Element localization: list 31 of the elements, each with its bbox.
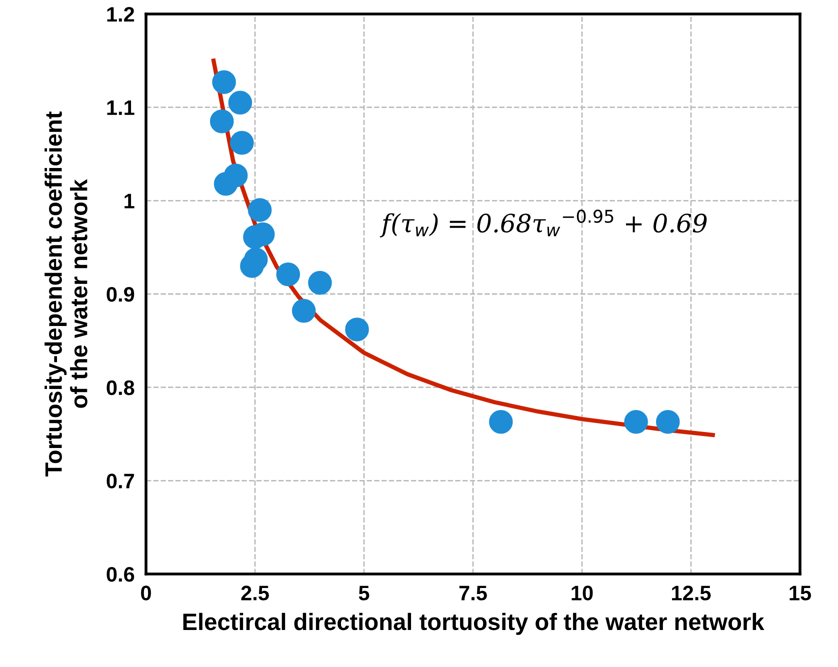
point xyxy=(292,298,316,323)
point xyxy=(228,90,252,115)
y-tick-label: 0.9 xyxy=(106,287,134,302)
x-tick-label: 5 xyxy=(358,586,370,600)
point xyxy=(230,130,254,155)
point xyxy=(276,262,300,286)
point xyxy=(308,270,332,295)
x-tick-label: 7.5 xyxy=(459,586,487,600)
y-tick-label: 0.6 xyxy=(106,567,134,582)
point xyxy=(210,109,234,134)
point xyxy=(212,70,236,94)
point xyxy=(248,198,272,222)
annotation: f(τ$_{w}$) = 0.68τ$_{w}$$^{−0.95}$ + 0.69 xyxy=(380,210,707,238)
x-axis-title: Electircal directional tortuosity of the water network xyxy=(183,612,764,635)
point xyxy=(624,410,648,434)
x-tick-label: 12.5 xyxy=(672,586,711,600)
y-tick-label: 0.7 xyxy=(106,474,134,488)
x-tick-label: 10 xyxy=(572,586,593,600)
y-tick-label: 1.2 xyxy=(107,7,134,22)
x-tick-label: 2.5 xyxy=(241,586,269,600)
y-tick-label: 0.8 xyxy=(106,380,134,396)
point xyxy=(656,410,680,434)
point xyxy=(345,318,369,342)
point xyxy=(489,410,513,434)
line-series xyxy=(211,58,715,438)
y-axis-title: Tortuosity-dependent coefficient of the water network xyxy=(44,111,88,476)
x-tick-label: 15 xyxy=(790,586,812,600)
y-tick-label: 1 xyxy=(124,194,134,208)
y-tick-label: 1.1 xyxy=(107,100,134,115)
point xyxy=(214,172,238,196)
x-tick-label: 0 xyxy=(141,586,151,600)
